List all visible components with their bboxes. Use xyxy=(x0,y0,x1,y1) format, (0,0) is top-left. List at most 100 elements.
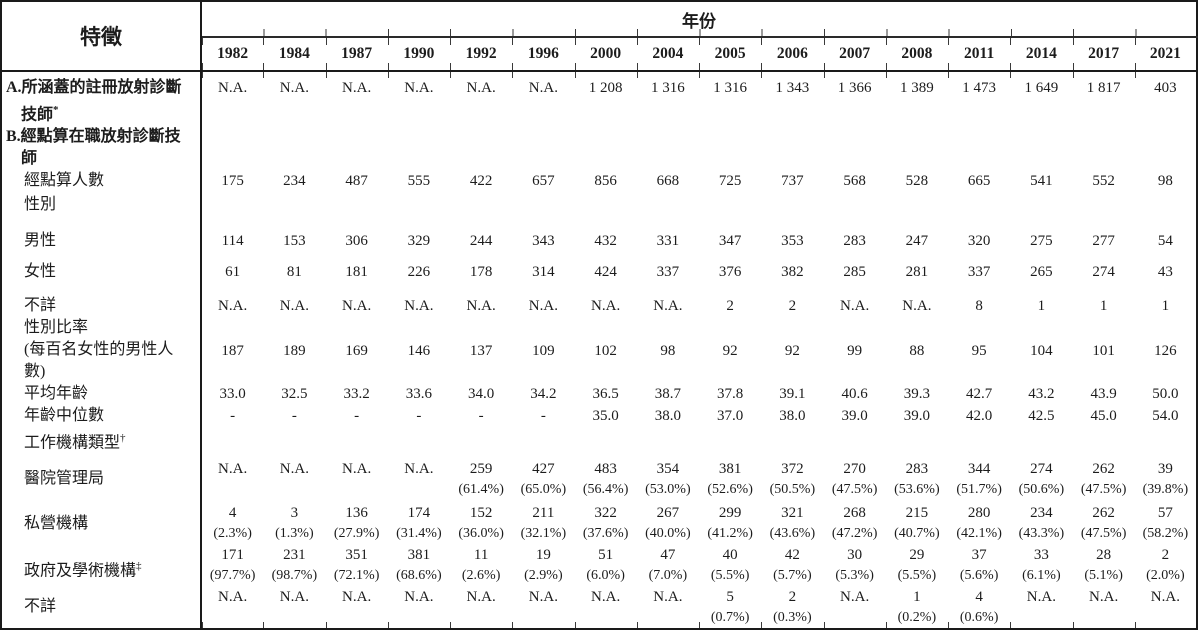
year-cell: 1996 xyxy=(512,37,575,72)
value-cell xyxy=(1073,427,1135,454)
value-cell: 2 (2.0%) xyxy=(1146,546,1185,583)
value-cell: 40 (5.5%) xyxy=(710,546,750,583)
row-label: 工作機構類型† xyxy=(1,427,202,455)
value-cell xyxy=(263,126,325,170)
value-cell: 247 xyxy=(905,233,929,250)
value-cell: 153 xyxy=(283,233,306,250)
value-cell: 39 (39.8%) xyxy=(1142,460,1189,497)
value-cell: 657 xyxy=(532,173,555,190)
value-cell: 275 xyxy=(1030,233,1053,250)
value-cell: 38.7 xyxy=(654,386,681,403)
row-mean-age: 平均年齡 33.0 32.5 33.2 33.6 34.0 34.2 36.5 38.7 37.8… xyxy=(1,383,1197,406)
value-cell: 422 xyxy=(469,173,493,190)
value-cell: 314 xyxy=(532,264,555,281)
value-cell: 1 316 xyxy=(636,71,699,127)
value-cell xyxy=(637,194,699,216)
value-cell: N.A. xyxy=(218,298,248,315)
value-cell xyxy=(326,126,388,170)
year-cell: 2021 xyxy=(1134,37,1197,72)
year-band-header: 年份 xyxy=(201,1,1197,38)
value-cell: 35.0 xyxy=(592,408,619,425)
value-cell xyxy=(1135,427,1197,454)
value-cell: 33.6 xyxy=(405,386,432,403)
value-cell xyxy=(326,427,388,454)
value-cell: 101 xyxy=(1092,343,1115,360)
value-cell xyxy=(450,427,512,454)
value-cell: 102 xyxy=(594,343,617,360)
value-cell xyxy=(388,126,450,170)
value-cell: 38.0 xyxy=(779,408,806,425)
footnote-marker: † xyxy=(120,432,126,445)
row-label: 不詳 xyxy=(1,586,202,629)
value-cell: 231 (98.7%) xyxy=(271,546,318,583)
value-cell: 92 xyxy=(784,343,800,360)
value-cell: 57 (58.2%) xyxy=(1142,504,1189,541)
value-cell: 175 xyxy=(221,173,244,190)
value-cell: N.A. xyxy=(263,71,326,127)
row-worktype-unknown: 不詳 N.A. N.A. N.A. N.A. N.A. N.A. N.A. N.A. 5 (0.7%… xyxy=(1,586,1197,629)
value-cell: N.A. xyxy=(528,298,558,315)
value-cell: 28 (5.1%) xyxy=(1084,546,1123,583)
year-cell: 2000 xyxy=(574,37,637,72)
value-cell: 1 343 xyxy=(761,71,824,127)
value-cell: 136 (27.9%) xyxy=(333,504,380,541)
value-cell: 274 (50.6%) xyxy=(1018,460,1065,497)
value-cell xyxy=(1073,194,1135,216)
value-cell: 33.2 xyxy=(343,386,370,403)
year-cell: 1990 xyxy=(387,37,450,72)
value-cell xyxy=(824,194,886,216)
value-cell: 54.0 xyxy=(1152,408,1179,425)
value-cell xyxy=(201,194,263,216)
row-female: 女性 61 81 181 226 178 314 424 337 376 382 285 281 337 2… xyxy=(1,252,1197,284)
value-cell: 552 xyxy=(1092,173,1115,190)
value-cell: N.A. xyxy=(1010,586,1073,629)
value-cell: 262 (47.5%) xyxy=(1080,460,1127,497)
value-cell xyxy=(948,126,1010,170)
value-cell: 381 (52.6%) xyxy=(707,460,753,497)
year-cell: 2008 xyxy=(885,37,948,72)
value-cell: 47 (7.0%) xyxy=(648,546,688,583)
value-cell: 1 316 xyxy=(699,71,762,127)
value-cell: 274 xyxy=(1092,264,1115,281)
value-cell: 126 xyxy=(1154,343,1177,360)
value-cell: 95 xyxy=(971,343,987,360)
value-cell xyxy=(575,427,637,454)
value-cell: 189 xyxy=(283,343,306,360)
value-cell xyxy=(575,194,637,216)
value-cell: 211 (32.1%) xyxy=(520,504,567,541)
value-cell: - xyxy=(540,408,546,425)
value-cell: N.A. xyxy=(1134,586,1197,629)
value-cell: N.A. xyxy=(342,460,372,477)
row-label: 性別 xyxy=(1,194,202,217)
value-cell: 2 (0.3%) xyxy=(761,586,824,629)
value-cell: 98 xyxy=(1157,173,1173,190)
row-label: 私營機構 xyxy=(1,502,202,545)
row-b-enumerated-technologists: B.經點算在職放射診斷技師 xyxy=(1,126,1197,171)
value-cell: 38.0 xyxy=(654,408,681,425)
year-cell: 1984 xyxy=(263,37,326,72)
value-cell: 343 xyxy=(532,233,555,250)
value-cell: N.A. xyxy=(574,586,637,629)
header-row-years: 1982 1984 1987 1990 1992 1996 2000 2004 2005 2006… xyxy=(1,37,1197,72)
value-cell: N.A. xyxy=(201,586,264,629)
value-cell: 1 473 xyxy=(948,71,1011,127)
value-cell: 215 (40.7%) xyxy=(894,504,940,541)
value-cell: N.A. xyxy=(279,460,309,477)
value-cell: 856 xyxy=(594,173,617,190)
header-row-yearband: 特徵 年份 xyxy=(1,1,1197,72)
value-cell: 226 xyxy=(407,264,431,281)
value-cell xyxy=(948,427,1010,454)
value-cell: 174 (31.4%) xyxy=(396,504,442,541)
value-cell xyxy=(637,427,699,454)
value-cell: 42 (5.7%) xyxy=(773,546,812,583)
value-cell: 280 (42.1%) xyxy=(956,504,1002,541)
value-cell: N.A. xyxy=(450,71,513,127)
value-cell: 109 xyxy=(532,343,555,360)
row-label: 醫院管理局 xyxy=(1,454,202,503)
value-cell: N.A. xyxy=(218,460,248,477)
value-cell: 1 (0.2%) xyxy=(885,586,948,629)
value-cell: 265 xyxy=(1030,264,1053,281)
value-cell xyxy=(886,427,948,454)
value-cell xyxy=(512,427,574,454)
